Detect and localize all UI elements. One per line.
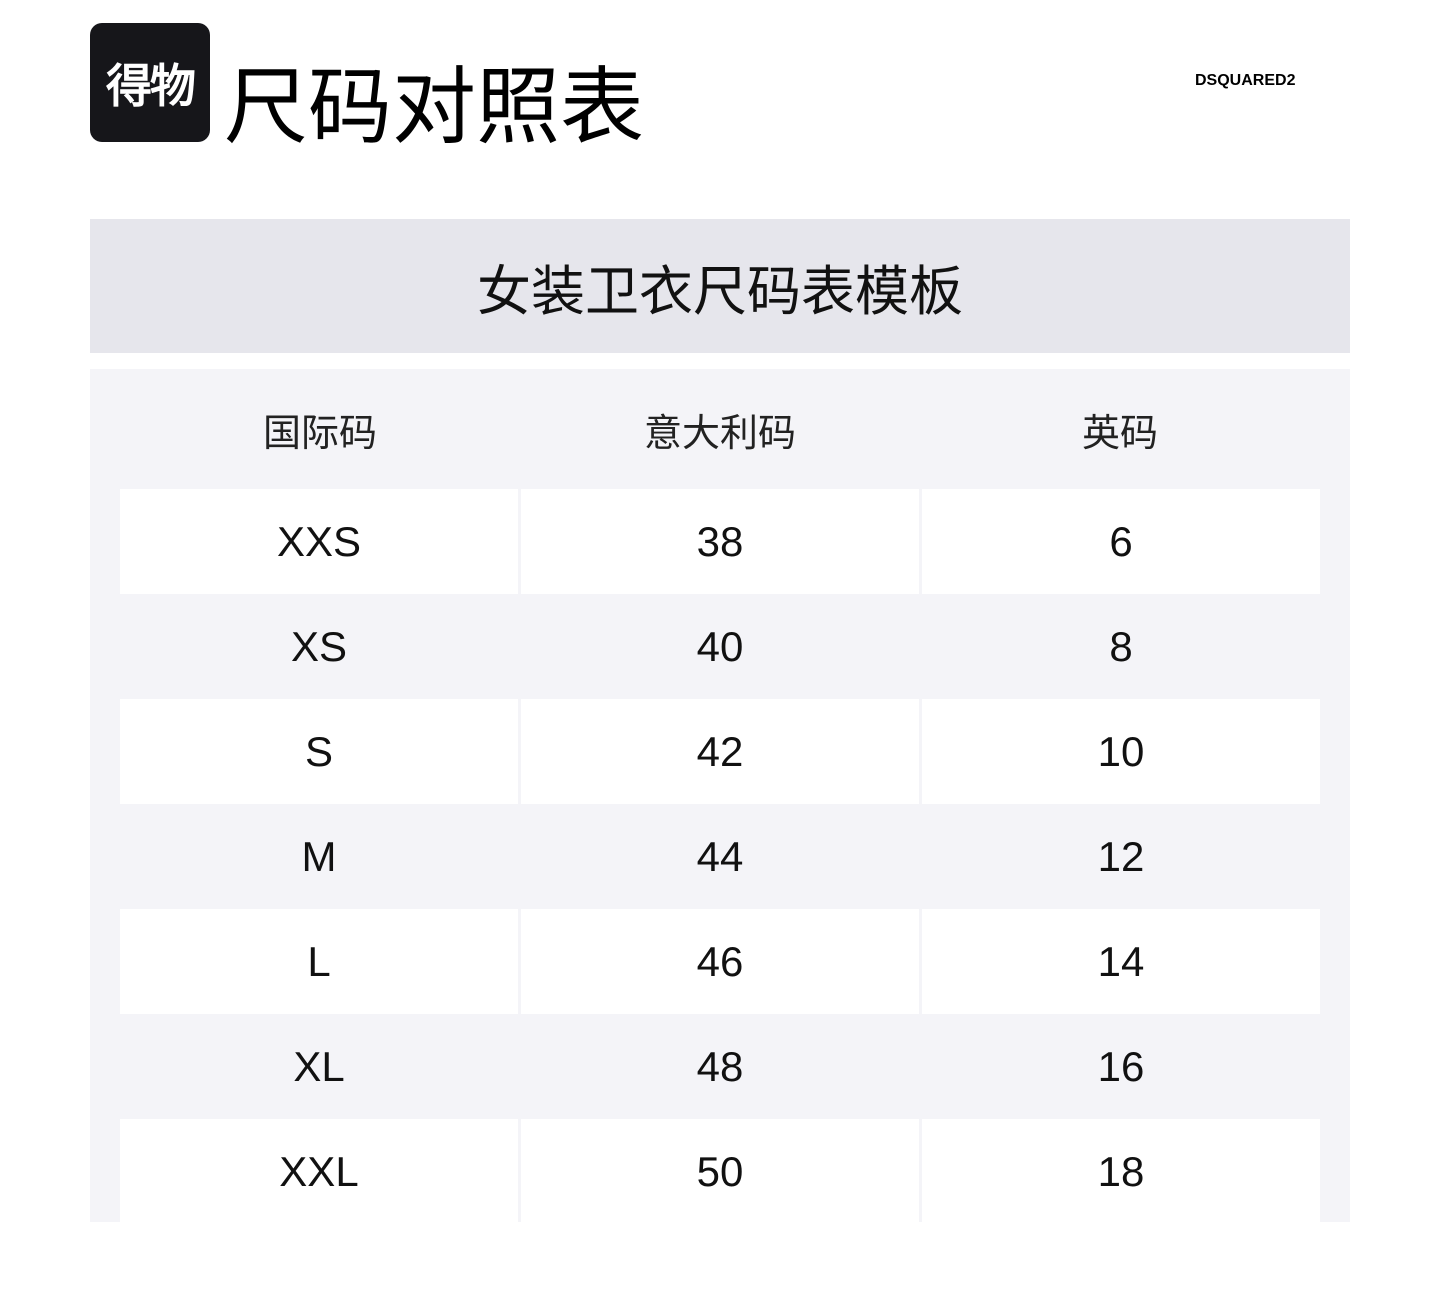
table-cell: 6 xyxy=(922,489,1320,594)
table-cell: M xyxy=(301,832,337,880)
table-cell: 8 xyxy=(1109,622,1133,670)
table-row: L 46 14 xyxy=(120,909,1320,1014)
table-row: XXS 38 6 xyxy=(120,489,1320,594)
table-cell: XXS xyxy=(120,489,518,594)
table-cell: 48 xyxy=(696,1042,744,1090)
table-cell: 40 xyxy=(696,622,744,670)
table-title: 女装卫衣尺码表模板 xyxy=(477,259,963,323)
table-cell: XS xyxy=(290,622,348,670)
brand-name: DSQUARED2 xyxy=(1195,72,1296,89)
table-cell: XL xyxy=(293,1042,345,1090)
table-header: 国际码 意大利码 英码 xyxy=(90,369,1350,489)
table-cell: 18 xyxy=(922,1119,1320,1222)
table-cell: 16 xyxy=(1097,1042,1145,1090)
table-cell: 46 xyxy=(521,909,919,1014)
page-title: 尺码对照表 xyxy=(224,58,645,156)
logo-text: 得物 xyxy=(106,58,196,113)
table-row: XS 40 8 xyxy=(120,594,1320,699)
column-header: 国际码 xyxy=(262,410,377,455)
table-row: XL 48 16 xyxy=(120,1014,1320,1119)
table-cell: S xyxy=(120,699,518,804)
table-row: S 42 10 xyxy=(120,699,1320,804)
table-cell: 38 xyxy=(521,489,919,594)
column-header: 意大利码 xyxy=(643,410,796,455)
column-header: 英码 xyxy=(1081,410,1158,455)
table-cell: L xyxy=(120,909,518,1014)
table-cell: XXL xyxy=(120,1119,518,1222)
dewu-logo: 得物 xyxy=(90,23,210,142)
table-title-banner: 女装卫衣尺码表模板 xyxy=(90,219,1350,353)
table-cell: 14 xyxy=(922,909,1320,1014)
table-row: M 44 12 xyxy=(120,804,1320,909)
table-row: XXL 50 18 xyxy=(120,1119,1320,1222)
table-cell: 10 xyxy=(922,699,1320,804)
size-table: 国际码 意大利码 英码 XXS 38 6 XS 40 8 S 42 10 M 44 12 L 46 14 XL… xyxy=(90,369,1350,1222)
table-cell: 44 xyxy=(696,832,744,880)
table-cell: 12 xyxy=(1097,832,1145,880)
table-cell: 50 xyxy=(521,1119,919,1222)
table-cell: 42 xyxy=(521,699,919,804)
